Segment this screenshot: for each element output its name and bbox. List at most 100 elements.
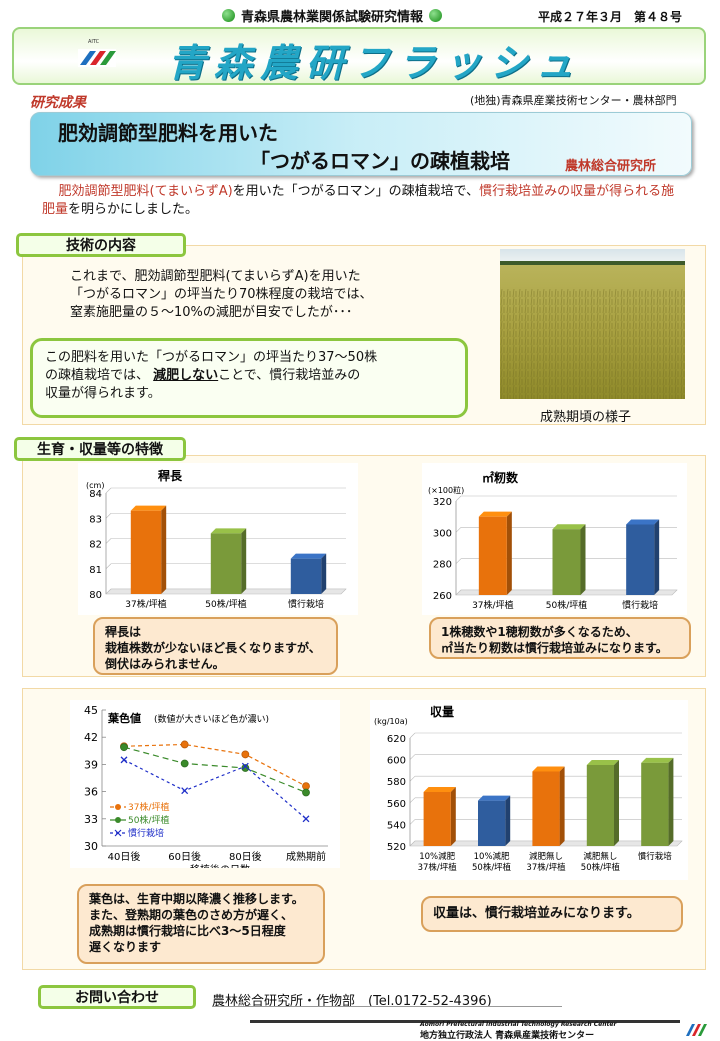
x-tick-label: 10%減肥 xyxy=(419,851,455,862)
legend-marker xyxy=(115,817,121,823)
culm-length-note: 稈長は 栽植株数が少ないほど長くなりますが、 倒伏はみられません。 xyxy=(93,617,338,675)
note-line: また、登熟期の葉色のさめ方が遅く、 xyxy=(89,908,294,922)
bar-side xyxy=(241,528,247,594)
bar-top xyxy=(478,795,511,801)
x-tick-label: 減肥無し xyxy=(529,851,563,862)
y-tick-label: 33 xyxy=(84,813,98,826)
data-point xyxy=(241,762,249,770)
bar-top xyxy=(130,505,167,511)
leaf-color-note: 葉色は、生育中期以降濃く推移します。 また、登熟期の葉色のさめ方が遅く、 成熟期… xyxy=(77,884,325,964)
bar-top xyxy=(641,757,674,763)
x-tick-label: 60日後 xyxy=(168,850,201,863)
spikelet-number-chart: ㎡籾数 (×100粒) 260 280 300 320 37株/坪植 50株/坪植 慣行栽培 xyxy=(422,463,687,615)
chart-title: 稈長 xyxy=(158,468,183,483)
y-tick-label: 45 xyxy=(84,704,98,717)
bar-top xyxy=(210,528,247,534)
y-tick-label: 260 xyxy=(433,591,452,602)
bar-side xyxy=(668,757,674,846)
x-tick-label: 50株/坪植 xyxy=(205,598,247,610)
chart-unit: (cm) xyxy=(86,481,104,490)
x-tick-label: 慣行栽培 xyxy=(622,599,658,611)
series-title: 青森県農林業関係試験研究情報 xyxy=(241,10,424,25)
gridline xyxy=(105,563,112,569)
bar-side xyxy=(161,505,167,594)
legend-label: 50株/坪植 xyxy=(128,814,170,826)
finding-text: の疎植栽培では、 xyxy=(45,368,150,383)
y-tick-label: 560 xyxy=(387,799,406,810)
legend-label: 37株/坪植 xyxy=(128,801,170,813)
gridline xyxy=(455,495,462,502)
bar xyxy=(641,762,669,846)
intro-paragraph: 肥効調節型肥料(てまいらずA)を用いた「つがるロマン」の疎植栽培で、慣行栽培並み… xyxy=(42,183,682,219)
bar-side xyxy=(654,519,660,595)
x-tick-label: 慣行栽培 xyxy=(638,851,673,862)
newsletter-series: 青森県農林業関係試験研究情報 xyxy=(222,6,443,25)
bar-side xyxy=(614,760,619,846)
bar xyxy=(552,529,581,595)
background-line: 窒素施肥量の５～10%の減肥が目安でしたが･･･ xyxy=(70,305,353,320)
gridline xyxy=(409,819,416,825)
intro-result: 慣行栽培並みの収量が得られる施肥量 xyxy=(42,184,675,217)
chart-unit: (×100粒) xyxy=(428,485,464,495)
bar xyxy=(423,792,451,846)
photo-caption: 成熟期頃の様子 xyxy=(540,410,632,425)
bar xyxy=(532,771,560,846)
data-point xyxy=(180,740,189,749)
data-point xyxy=(241,750,250,759)
bar-side xyxy=(450,787,456,846)
bar-top xyxy=(532,766,565,772)
bar-top xyxy=(423,787,456,792)
x-tick-label: 37株/坪植 xyxy=(472,599,513,611)
bar xyxy=(478,516,507,595)
footer-logo-icon xyxy=(686,1024,707,1036)
yield-chart: 収量(kg/10a)52054056058060062010%減肥37株/坪植1… xyxy=(370,700,688,880)
note-line: 葉色は、生育中期以降濃く推移します。 xyxy=(89,892,304,906)
data-point xyxy=(180,759,189,768)
bar-top xyxy=(552,524,586,530)
note-line: ㎡当たり籾数は慣行栽培並みになります。 xyxy=(441,641,668,655)
note-line: 倒伏はみられません。 xyxy=(105,657,225,671)
culm-length-chart: 稈長 (cm) 80 81 82 83 84 37株/坪植 50株/坪植 慣行栽培 xyxy=(78,463,358,615)
finding-line: この肥料を用いた「つがるロマン」の坪当たり37～50株 xyxy=(45,350,378,365)
y-tick-label: 83 xyxy=(89,514,102,525)
gridline xyxy=(409,732,416,739)
y-tick-label: 300 xyxy=(433,528,452,539)
finding-emphasis: 減肥しない xyxy=(153,368,219,383)
legend-label: 慣行栽培 xyxy=(128,827,164,839)
y-tick-label: 42 xyxy=(84,731,98,744)
bar xyxy=(586,765,614,846)
gridline xyxy=(455,558,462,564)
series-line xyxy=(123,746,307,794)
y-tick-label: 600 xyxy=(387,756,406,767)
chart-subtitle: (数値が大きいほど色が濃い) xyxy=(154,713,269,725)
y-tick-label: 620 xyxy=(387,734,406,745)
leaf-color-chart: 葉色値 (数値が大きいほど色が濃い) 30 33 36 39 42 45 40日後 60日後 80日… xyxy=(70,700,340,868)
data-point xyxy=(120,756,128,764)
note-line: 遅くなります xyxy=(89,940,162,954)
x-tick-label: 80日後 xyxy=(229,850,262,863)
bar xyxy=(210,533,242,594)
note-line: 1株穂数や1穂籾数が多くなるため、 xyxy=(441,625,638,639)
x-axis-label: 移植後の日数 xyxy=(190,863,250,868)
y-tick-label: 580 xyxy=(387,777,406,788)
bar-side xyxy=(505,795,511,846)
chart-title: ㎡籾数 xyxy=(482,470,519,485)
bar-top xyxy=(626,519,660,525)
bar-side xyxy=(559,766,565,846)
x-tick-label: 50株/坪植 xyxy=(581,862,621,873)
y-tick-label: 280 xyxy=(433,560,452,571)
bar-top xyxy=(290,553,327,559)
bar-side xyxy=(506,511,512,595)
x-tick-label: 慣行栽培 xyxy=(288,598,324,610)
intro-fertilizer: 肥効調節型肥料(てまいらずA) xyxy=(58,184,233,199)
finding-line: の疎植栽培では、 減肥しないことで、慣行栽培並みの xyxy=(45,367,453,385)
background-line: これまで、肥効調節型肥料(てまいらずA)を用いた xyxy=(70,269,361,284)
contact-label: お問い合わせ xyxy=(38,985,196,1009)
contact-underline xyxy=(212,1006,562,1007)
gridline xyxy=(409,797,416,804)
spikelet-note: 1株穂数や1穂籾数が多くなるため、 ㎡当たり籾数は慣行栽培並みになります。 xyxy=(429,617,691,659)
green-dot-icon xyxy=(429,9,443,22)
chart-title: 葉色値 xyxy=(107,711,141,725)
data-point xyxy=(241,764,250,772)
background-line: 「つがるロマン」の坪当たり70株程度の栽培では、 xyxy=(70,287,373,302)
